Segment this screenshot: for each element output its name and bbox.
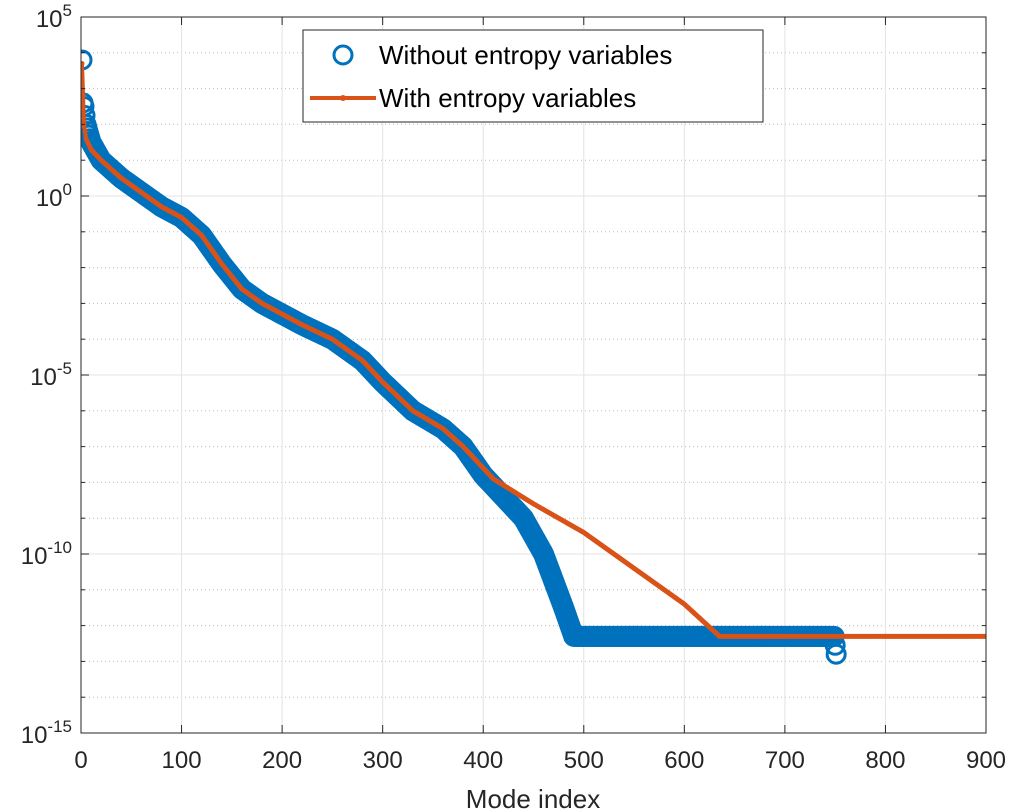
x-tick-label: 300 bbox=[363, 747, 403, 774]
data-point bbox=[82, 129, 88, 135]
x-tick-label: 0 bbox=[74, 747, 87, 774]
legend-marker-with-entropy bbox=[340, 95, 346, 101]
x-tick-label: 600 bbox=[664, 747, 704, 774]
legend-marker-without-entropy bbox=[332, 44, 354, 66]
x-tick-label: 500 bbox=[564, 747, 604, 774]
tick-marks bbox=[80, 16, 987, 734]
legend-label-without-entropy: Without entropy variables bbox=[379, 40, 672, 70]
series-with-entropy bbox=[81, 61, 986, 639]
x-tick-label: 400 bbox=[463, 747, 503, 774]
y-tick-label: 10-5 bbox=[30, 359, 72, 391]
y-tick-label: 10-15 bbox=[21, 717, 72, 749]
legend-label-with-entropy: With entropy variables bbox=[379, 83, 636, 113]
data-point bbox=[825, 643, 847, 665]
x-tick-label: 100 bbox=[162, 747, 202, 774]
x-tick-label: 800 bbox=[865, 747, 905, 774]
x-tick-label: 700 bbox=[765, 747, 805, 774]
series-layer bbox=[81, 49, 986, 665]
y-tick-label: 10-10 bbox=[21, 538, 72, 570]
x-tick-labels: 0 100 200 300 400 500 600 700 800 900 bbox=[74, 747, 1006, 774]
legend: Without entropy variables With entropy v… bbox=[302, 29, 764, 123]
legend-box bbox=[302, 29, 764, 123]
data-point bbox=[983, 633, 986, 639]
y-tick-label: 105 bbox=[36, 1, 72, 33]
y-tick-labels: 10-15 10-10 10-5 100 105 bbox=[21, 1, 72, 749]
x-tick-label: 200 bbox=[262, 747, 302, 774]
data-point bbox=[81, 91, 86, 97]
x-axis-label: Mode index bbox=[466, 784, 600, 811]
x-tick-label: 900 bbox=[966, 747, 1006, 774]
series-without-entropy bbox=[81, 49, 847, 665]
data-point bbox=[81, 61, 85, 67]
y-tick-label: 100 bbox=[36, 180, 72, 212]
